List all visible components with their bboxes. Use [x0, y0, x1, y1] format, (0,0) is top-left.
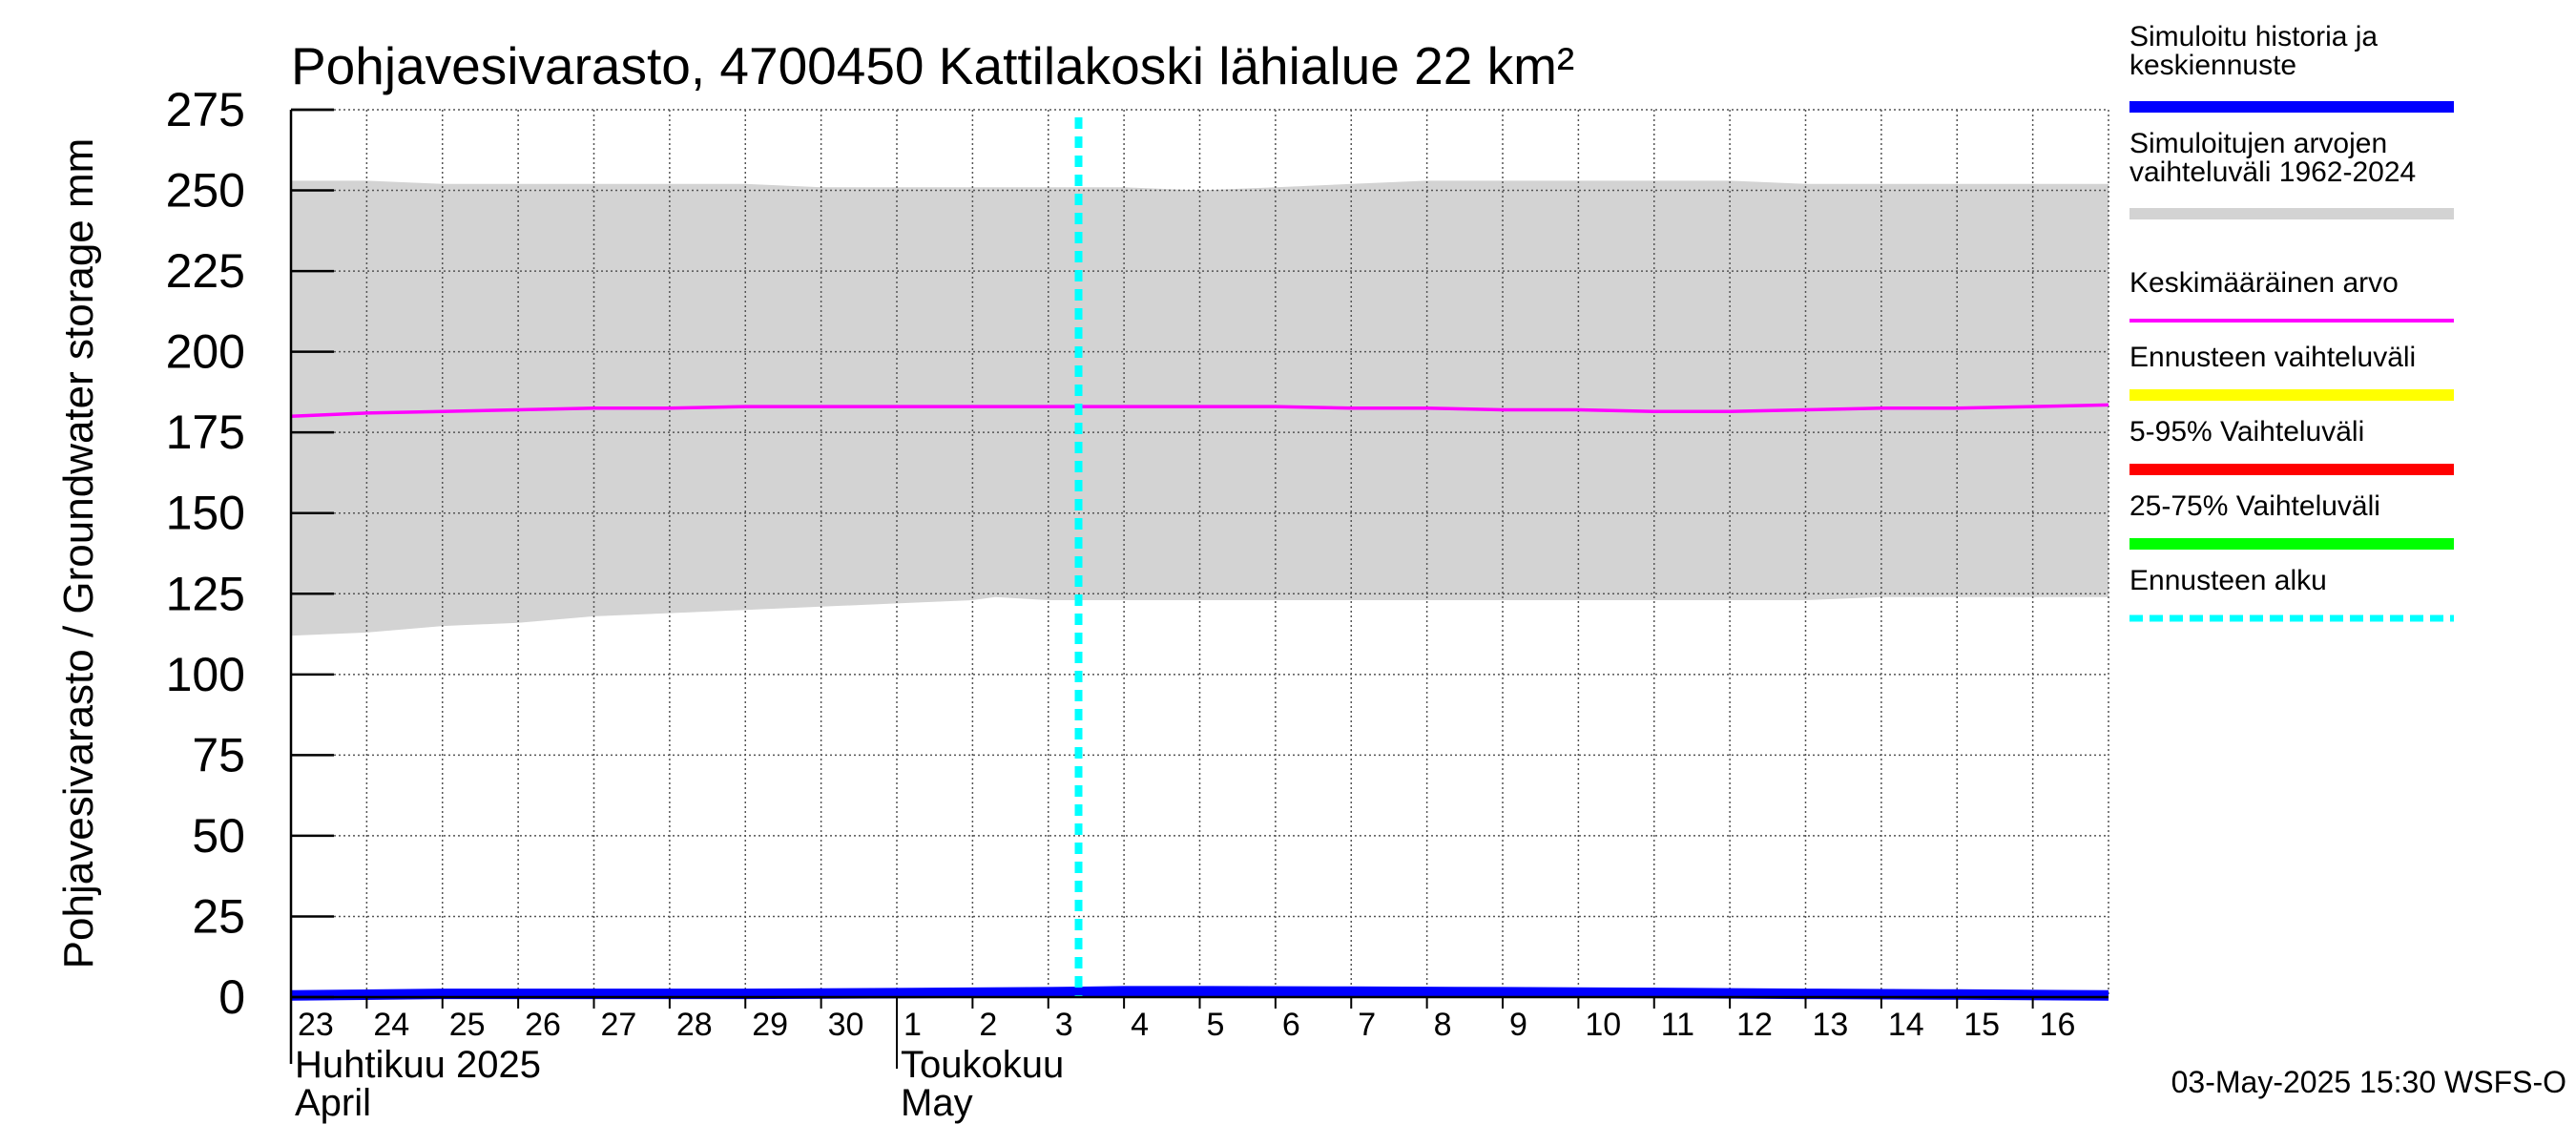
- x-tick-label: 1: [904, 1007, 922, 1043]
- y-tick-label: 0: [218, 970, 245, 1024]
- x-tick-label: 8: [1434, 1007, 1452, 1043]
- y-tick-label: 200: [166, 325, 245, 379]
- x-tick-label: 12: [1736, 1007, 1773, 1043]
- legend-label: Ennusteen alku: [2129, 565, 2327, 596]
- x-tick-label: 14: [1888, 1007, 1924, 1043]
- x-tick-label: 10: [1585, 1007, 1621, 1043]
- legend-label: Simuloitujen arvojen: [2129, 128, 2387, 159]
- timestamp-footer: 03-May-2025 15:30 WSFS-O: [2171, 1065, 2566, 1099]
- x-tick-label: 13: [1813, 1007, 1849, 1043]
- x-tick-label: 25: [449, 1007, 486, 1043]
- y-tick-label: 275: [166, 83, 245, 136]
- x-tick-label: 23: [298, 1007, 334, 1043]
- y-tick-label: 100: [166, 648, 245, 701]
- x-tick-label: 4: [1131, 1007, 1149, 1043]
- series-line-mean: [290, 403, 2109, 419]
- legend-label: Keskimääräinen arvo: [2129, 267, 2399, 299]
- x-tick-label: 7: [1358, 1007, 1376, 1043]
- month-label-en: May: [901, 1082, 973, 1124]
- x-tick-label: 9: [1509, 1007, 1527, 1043]
- x-tick-label: 2: [979, 1007, 997, 1043]
- y-tick-label: 50: [192, 809, 245, 863]
- x-tick-label: 27: [601, 1007, 637, 1043]
- legend-label: vaihteluväli 1962-2024: [2129, 156, 2416, 188]
- x-tick-label: 26: [525, 1007, 561, 1043]
- x-tick-label: 30: [828, 1007, 864, 1043]
- x-tick-label: 15: [1963, 1007, 2000, 1043]
- chart-title: Pohjavesivarasto, 4700450 Kattilakoski l…: [291, 36, 1574, 95]
- y-tick-label: 125: [166, 567, 245, 620]
- x-tick-label: 28: [676, 1007, 713, 1043]
- x-tick-label: 3: [1055, 1007, 1073, 1043]
- month-label: Toukokuu: [901, 1044, 1064, 1086]
- y-tick-label: 225: [166, 244, 245, 298]
- y-tick-label: 150: [166, 487, 245, 540]
- y-axis-label: Pohjavesivarasto / Groundwater storage m…: [55, 138, 102, 969]
- legend-label: Simuloitu historia ja: [2129, 21, 2378, 52]
- legend-label: 5-95% Vaihteluväli: [2129, 416, 2364, 448]
- legend-label: Ennusteen vaihteluväli: [2129, 342, 2416, 373]
- series-line-history: [290, 986, 2109, 1001]
- x-tick-label: 16: [2040, 1007, 2076, 1043]
- y-tick-label: 250: [166, 164, 245, 218]
- y-tick-label: 175: [166, 406, 245, 459]
- x-tick-label: 6: [1282, 1007, 1300, 1043]
- month-label: Huhtikuu 2025: [295, 1044, 541, 1086]
- legend-label: keskiennuste: [2129, 50, 2296, 81]
- x-tick-label: 11: [1661, 1007, 1694, 1043]
- month-label-en: April: [295, 1082, 371, 1124]
- x-tick-label: 24: [373, 1007, 409, 1043]
- y-tick-label: 75: [192, 728, 245, 781]
- legend-label: 25-75% Vaihteluväli: [2129, 490, 2380, 522]
- x-tick-label: 5: [1207, 1007, 1225, 1043]
- y-tick-label: 25: [192, 889, 245, 943]
- x-tick-label: 29: [752, 1007, 788, 1043]
